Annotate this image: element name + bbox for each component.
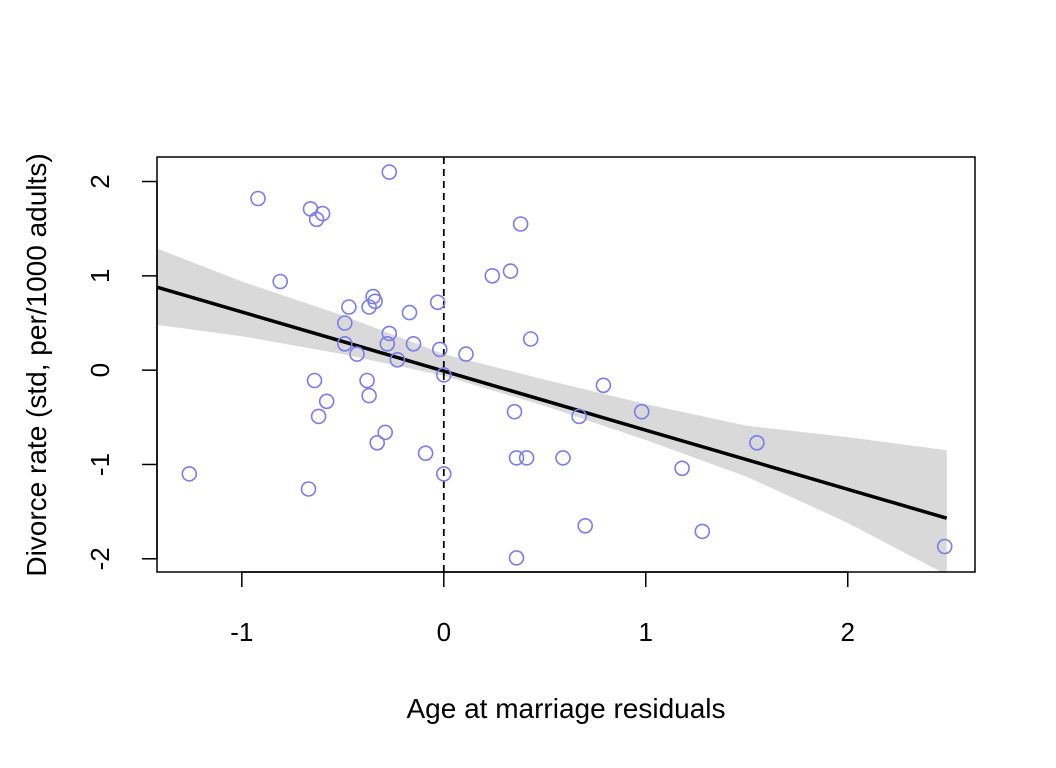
data-point xyxy=(250,190,266,207)
data-point xyxy=(314,205,331,222)
data-point xyxy=(508,450,525,466)
data-point xyxy=(435,466,452,482)
data-point xyxy=(506,403,523,420)
y-tick-label: -2 xyxy=(85,547,115,570)
data-point xyxy=(484,267,501,284)
y-axis: -2 -1 0 1 2 xyxy=(85,174,158,570)
data-point xyxy=(361,299,377,315)
data-point xyxy=(341,299,357,315)
y-tick-label: -1 xyxy=(85,453,115,476)
data-point xyxy=(431,341,448,358)
data-point xyxy=(377,424,394,441)
data-point xyxy=(571,408,587,425)
regression-line-layer xyxy=(156,285,948,520)
data-point xyxy=(936,538,953,555)
data-point xyxy=(389,351,406,368)
data-point xyxy=(401,304,418,321)
data-point xyxy=(518,450,535,466)
data-point xyxy=(381,164,398,180)
data-point xyxy=(359,372,375,389)
data-point xyxy=(381,325,398,342)
x-tick-label: -1 xyxy=(230,617,253,647)
data-point xyxy=(308,211,325,228)
data-point xyxy=(458,346,474,362)
points-layer xyxy=(181,164,953,566)
data-point xyxy=(300,481,317,497)
data-point xyxy=(633,403,650,420)
data-point xyxy=(595,377,612,394)
y-tick-label: 0 xyxy=(85,363,115,377)
data-point xyxy=(405,335,422,352)
data-point xyxy=(749,434,765,451)
x-tick-label: 1 xyxy=(639,617,653,647)
x-axis-label: Age at marriage residuals xyxy=(406,693,725,724)
y-tick-label: 1 xyxy=(85,269,115,283)
data-point xyxy=(429,294,446,311)
data-point xyxy=(367,293,383,310)
data-point xyxy=(674,460,690,477)
interval-band xyxy=(157,248,947,572)
data-point xyxy=(694,523,711,540)
data-point xyxy=(522,331,539,347)
data-point xyxy=(336,335,353,352)
y-axis-label: Divorce rate (std, per/1000 adults) xyxy=(21,153,52,576)
data-point xyxy=(502,263,519,279)
interval-band-layer xyxy=(157,248,947,572)
data-point xyxy=(306,372,323,389)
data-point xyxy=(369,434,386,451)
data-point xyxy=(349,346,365,362)
data-point xyxy=(181,466,198,482)
y-tick-label: 2 xyxy=(85,174,115,188)
x-tick-label: 2 xyxy=(841,617,855,647)
data-point xyxy=(310,408,327,425)
data-point xyxy=(379,335,396,352)
x-tick-label: 0 xyxy=(437,617,451,647)
data-point xyxy=(577,517,594,534)
data-point xyxy=(508,550,525,566)
data-point xyxy=(318,393,335,410)
data-point xyxy=(272,273,289,290)
data-point xyxy=(435,367,452,383)
data-point xyxy=(512,216,529,232)
data-point xyxy=(555,450,571,466)
data-point xyxy=(361,387,377,404)
regression-line xyxy=(156,285,948,520)
data-point xyxy=(336,315,353,331)
data-point xyxy=(417,445,434,462)
x-axis: -1 0 1 2 xyxy=(230,571,855,647)
